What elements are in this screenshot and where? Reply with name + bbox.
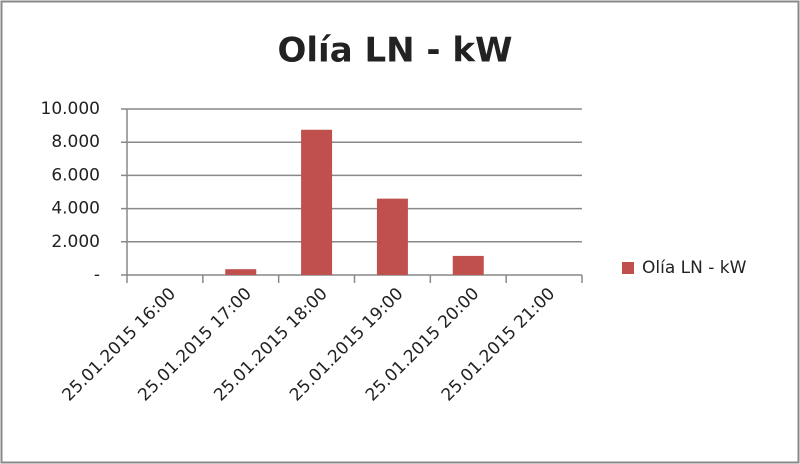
bar bbox=[376, 198, 408, 275]
bar bbox=[452, 255, 484, 275]
y-tick-label: 8.000 bbox=[51, 132, 100, 152]
y-tick-label: - bbox=[94, 265, 100, 285]
y-tick-label: 2.000 bbox=[51, 232, 100, 252]
legend-label: Olía LN - kW bbox=[642, 258, 747, 278]
y-tick-label: 4.000 bbox=[51, 199, 100, 219]
bar bbox=[301, 129, 333, 275]
y-tick-label: 10.000 bbox=[41, 99, 100, 119]
bar bbox=[225, 269, 257, 275]
y-tick-label: 6.000 bbox=[51, 165, 100, 185]
chart-title: Olía LN - kW bbox=[277, 31, 512, 71]
legend-swatch bbox=[622, 262, 634, 274]
